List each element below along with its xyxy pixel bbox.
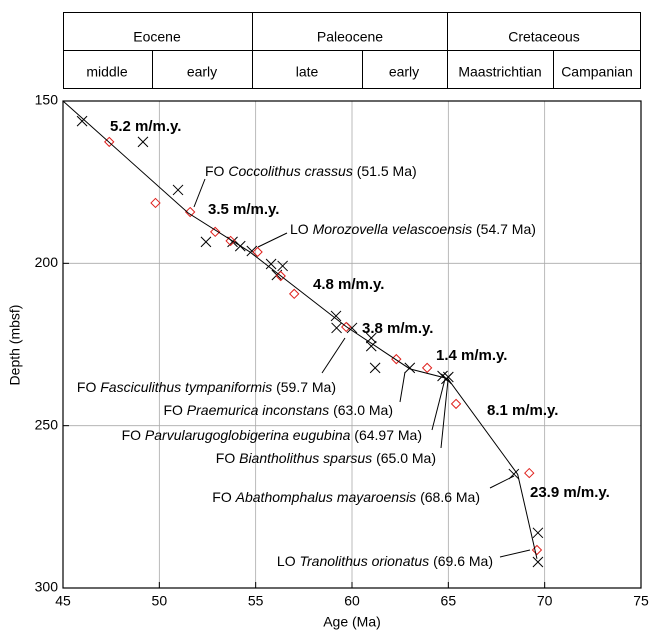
cross-marker — [532, 527, 544, 539]
annotation-taxon: Biantholithus sparsus — [239, 450, 372, 466]
rate-label: 3.5 m/m.y. — [208, 201, 279, 218]
diamond-marker — [341, 321, 352, 333]
leader-line — [499, 549, 531, 558]
annotation-prefix: FO — [216, 450, 236, 466]
leader-line — [399, 371, 406, 403]
annotation-age: (68.6 Ma) — [420, 489, 480, 505]
rate-label: 5.2 m/m.y. — [110, 118, 181, 135]
diamond-marker — [104, 136, 115, 148]
stratigraphy-table — [63, 12, 641, 89]
diamond-marker — [225, 235, 236, 247]
diamond-marker — [450, 398, 462, 410]
epoch-label: Cretaceous — [508, 29, 580, 45]
epoch-label: Eocene — [133, 29, 181, 45]
cross-marker — [137, 136, 149, 148]
annotation-prefix: FO — [163, 402, 183, 418]
annotation: FO Coccolithus crassus (51.5 Ma) — [205, 163, 417, 179]
annotation-age: (59.7 Ma) — [276, 379, 336, 395]
y-tick-label: 300 — [35, 579, 59, 595]
annotation-prefix: FO — [77, 379, 97, 395]
annotation-prefix: LO — [277, 553, 296, 569]
diamond-marker — [531, 544, 543, 556]
annotation-prefix: FO — [212, 489, 232, 505]
x-tick-label: 70 — [537, 593, 553, 609]
diamond-marker — [288, 288, 300, 300]
rate-label: 4.8 m/m.y. — [313, 276, 384, 293]
annotation-age: (54.7 Ma) — [476, 221, 536, 237]
x-tick-label: 65 — [441, 593, 457, 609]
annotation-taxon: Abathomphalus mayaroensis — [235, 489, 417, 505]
rate-label: 1.4 m/m.y. — [436, 347, 507, 364]
diamond-marker — [524, 467, 535, 479]
stage-label: late — [296, 64, 319, 80]
annotation-age: (64.97 Ma) — [354, 427, 422, 443]
diamond-marker — [184, 206, 196, 218]
annotation: LO Morozovella velascoensis (54.7 Ma) — [290, 221, 536, 237]
x-tick-label: 55 — [248, 593, 264, 609]
annotation-age: (51.5 Ma) — [357, 163, 417, 179]
leader-line — [431, 378, 446, 431]
stage-label: Maastrichtian — [458, 64, 541, 80]
y-tick-label: 250 — [35, 416, 59, 432]
y-tick-label: 200 — [35, 254, 59, 270]
rate-label: 8.1 m/m.y. — [487, 402, 558, 419]
cross-marker — [331, 322, 342, 334]
stage-label: early — [187, 64, 217, 80]
x-axis-label: Age (Ma) — [323, 614, 381, 630]
annotation: FO Praemurica inconstans (63.0 Ma) — [163, 402, 393, 418]
annotation: FO Parvularugoglobigerina eugubina (64.9… — [122, 427, 422, 443]
y-axis-label: Depth (mbsf) — [7, 305, 23, 386]
leader-line — [321, 337, 346, 374]
annotation-taxon: Tranolithus orionatus — [299, 553, 429, 569]
x-tick-label: 75 — [633, 593, 649, 609]
annotation-taxon: Fasciculithus tympaniformis — [100, 379, 272, 395]
diamond-marker — [209, 226, 221, 238]
cross-marker — [200, 236, 212, 248]
x-tick-label: 50 — [152, 593, 168, 609]
stage-label: early — [389, 64, 419, 80]
annotation: FO Fasciculithus tympaniformis (59.7 Ma) — [77, 379, 336, 395]
cross-marker — [265, 258, 277, 270]
annotation-taxon: Parvularugoglobigerina eugubina — [145, 427, 351, 443]
annotation-prefix: FO — [122, 427, 142, 443]
plot-frame — [62, 100, 642, 589]
annotation: LO Tranolithus orionatus (69.6 Ma) — [277, 553, 493, 569]
cross-marker — [277, 260, 288, 272]
cross-marker — [76, 115, 88, 127]
annotation: FO Abathomphalus mayaroensis (68.6 Ma) — [212, 489, 480, 505]
cross-marker — [330, 310, 342, 322]
annotation-taxon: Coccolithus crassus — [228, 163, 353, 179]
leader-line — [193, 178, 206, 208]
annotation-age: (63.0 Ma) — [333, 402, 393, 418]
annotation-age: (69.6 Ma) — [433, 553, 493, 569]
epoch-label: Paleocene — [317, 29, 383, 45]
cross-marker — [532, 556, 544, 568]
stage-label: middle — [86, 64, 127, 80]
diamond-marker — [421, 362, 433, 374]
rate-label: 23.9 m/m.y. — [530, 484, 610, 501]
leader-line — [489, 475, 515, 489]
annotation-taxon: Morozovella velascoensis — [313, 221, 473, 237]
x-tick-label: 45 — [55, 593, 71, 609]
annotation-taxon: Praemurica inconstans — [187, 402, 329, 418]
annotation: FO Biantholithus sparsus (65.0 Ma) — [216, 450, 436, 466]
x-tick-label: 60 — [344, 593, 360, 609]
annotation-age: (65.0 Ma) — [376, 450, 436, 466]
cross-marker — [369, 362, 381, 374]
diamond-marker — [150, 197, 161, 209]
leader-line — [440, 379, 449, 449]
diamond-marker — [275, 270, 286, 282]
cross-marker — [172, 184, 184, 196]
annotation-prefix: FO — [205, 163, 225, 179]
rate-label: 3.8 m/m.y. — [362, 320, 433, 337]
diamond-marker — [252, 246, 263, 258]
leader-line — [257, 232, 288, 248]
annotation-prefix: LO — [290, 221, 309, 237]
cross-marker — [365, 340, 377, 352]
stage-label: Campanian — [561, 64, 633, 80]
age-depth-line — [62, 100, 538, 559]
cross-marker — [404, 362, 416, 374]
y-tick-label: 150 — [35, 92, 59, 108]
